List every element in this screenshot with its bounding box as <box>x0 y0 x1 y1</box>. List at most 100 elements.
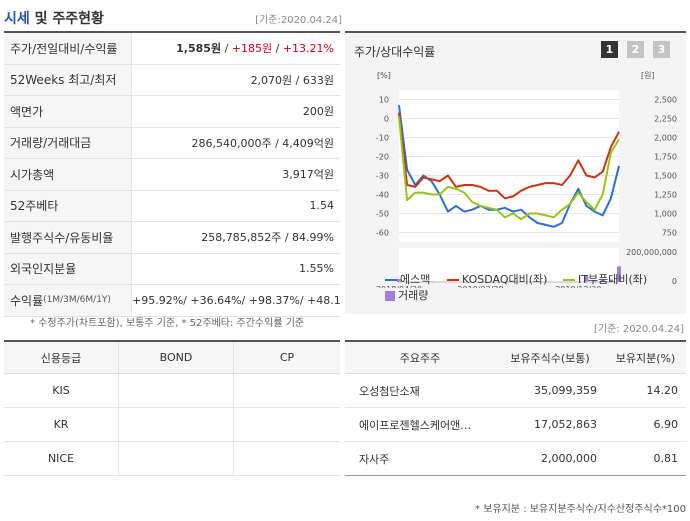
left-axis-unit: [%] <box>377 71 391 80</box>
quote-row-52weeks: 52Weeks 최고/최저 2,070원 / 633원 <box>4 64 340 96</box>
volume-area <box>399 248 619 282</box>
cp-rating <box>233 373 340 408</box>
right-tick-label: 1,000 <box>654 210 677 219</box>
quote-label: 발행주식수/유동비율 <box>4 222 132 253</box>
holder-pct: 14.20 <box>605 373 686 408</box>
table-row: 오성첨단소재 35,099,359 14.20 <box>345 373 686 408</box>
volume-tick-label: 0 <box>672 277 677 286</box>
quote-label: 거래량/거래대금 <box>4 127 132 158</box>
price-relative-return-chart: [%] [원] 10 0 -10 -20 -30 -40 -50 -60 2,500 2,250 2,0… <box>376 71 677 288</box>
quote-row-par-value: 액면가 200원 <box>4 96 340 128</box>
table-row: 자사주 2,000,000 0.81 <box>345 441 686 476</box>
quote-value: 200원 <box>302 105 334 119</box>
legend-swatch <box>385 291 395 301</box>
table-row: KIS <box>4 373 340 408</box>
credit-header: CP <box>233 341 340 374</box>
credit-header: BOND <box>118 341 234 374</box>
holder-name: 오성첨단소재 <box>345 373 495 408</box>
cp-rating <box>233 407 340 442</box>
left-tick-label: 10 <box>379 96 389 105</box>
quote-label: 52주베타 <box>4 190 132 221</box>
legend-swatch <box>385 279 397 281</box>
holders-header: 보유주식수(보통) <box>495 341 605 374</box>
table-row: NICE <box>4 441 340 476</box>
holder-name: 자사주 <box>345 441 495 476</box>
quote-value: 286,540,000주 / 4,409억원 <box>191 136 334 150</box>
legend-kosdaq: KOSDAQ대비(좌) <box>447 271 547 287</box>
price-change-rate: +13.21% <box>282 42 334 56</box>
right-axis-unit: [원] <box>641 71 655 80</box>
holders-footnote: * 보유지분 : 보유지분주식수/지수산정주식수*100 <box>475 504 686 515</box>
quote-row-volume: 거래량/거래대금 286,540,000주 / 4,409억원 <box>4 127 340 159</box>
volume-bar <box>600 279 605 282</box>
chart-page-3-button[interactable]: 3 <box>653 41 670 58</box>
price-change: +185원 <box>231 42 273 56</box>
legend-swatch <box>447 279 459 281</box>
volume-bar <box>592 280 597 282</box>
left-tick-label: -20 <box>376 153 389 162</box>
chart-panel: 주가/상대수익률 1 2 3 [%] [원] 10 0 -10 -20 -30 -40 -50 -… <box>345 31 686 314</box>
quote-value: 3,917억원 <box>282 168 334 182</box>
volume-bar <box>397 278 401 282</box>
quote-label: 52Weeks 최고/최저 <box>4 64 132 95</box>
holders-header: 주요주주 <box>345 341 495 374</box>
legend-escmac: 에스맥 <box>385 271 430 287</box>
quote-footnote: * 수정주가(차트포함), 보통주 기준, * 52주베타: 주간수익률 기준 <box>30 318 305 329</box>
holder-pct: 0.81 <box>605 441 686 476</box>
right-tick-label: 1,250 <box>654 191 677 200</box>
left-tick-label: -10 <box>376 134 389 143</box>
quote-row-foreign: 외국인지분율 1.55% <box>4 253 340 285</box>
left-tick-label: 0 <box>384 115 389 124</box>
holder-name: 에이프로젠헬스케어앤… <box>345 407 495 442</box>
quote-row-beta: 52주베타 1.54 <box>4 190 340 222</box>
volume-bar <box>584 276 589 282</box>
quote-row-shares: 발행주식수/유동비율 258,785,852주 / 84.99% <box>4 222 340 254</box>
quote-row-market-cap: 시가총액 3,917억원 <box>4 159 340 191</box>
volume-tick-label: 200,000,000 <box>626 248 677 257</box>
cp-rating <box>233 441 340 476</box>
holder-shares: 17,052,863 <box>495 407 605 442</box>
x-tick-label: 2018/04/30 <box>376 285 422 288</box>
holder-shares: 35,099,359 <box>495 373 605 408</box>
rating-agency: KIS <box>4 373 119 408</box>
left-tick-label: -50 <box>376 210 389 219</box>
table-row: 에이프로젠헬스케어앤… 17,052,863 6.90 <box>345 407 686 442</box>
holder-shares: 2,000,000 <box>495 441 605 476</box>
chart-page-1-button[interactable]: 1 <box>601 41 618 58</box>
quote-label: 외국인지분율 <box>4 253 132 284</box>
chart-page-2-button[interactable]: 2 <box>627 41 644 58</box>
credit-rating-table: 신용등급 BOND CP KIS KR NICE <box>4 340 340 476</box>
series-line-2 <box>398 112 620 200</box>
quote-row-price: 주가/전일대비/수익률 1,585원 / +185원 / +13.21% <box>4 33 340 65</box>
quote-value: 2,070원 / 633원 <box>250 73 334 87</box>
quote-label: 시가총액 <box>4 159 132 190</box>
right-tick-label: 2,250 <box>654 115 677 124</box>
page-title: 시세 및 주주현황 <box>4 11 104 27</box>
left-tick-label: -30 <box>376 172 389 181</box>
holders-basis-date: [기준: 2020.04.24] <box>593 324 684 335</box>
quote-basis-date: [기준:2020.04.24] <box>255 15 342 26</box>
legend-swatch <box>563 279 575 281</box>
returns-value: +95.92%/ +36.64%/ +98.37%/ +48.13% <box>132 293 340 307</box>
legend-it: IT부품대비(좌) <box>563 271 647 287</box>
plot-area <box>399 90 619 242</box>
right-tick-label: 1,500 <box>654 172 677 181</box>
major-shareholders-table: 주요주주 보유주식수(보통) 보유지분(%) 오성첨단소재 35,099,359… <box>345 340 686 476</box>
volume-bar <box>617 266 621 282</box>
x-tick-label: 2019/12/30 <box>555 285 601 288</box>
quote-row-returns: 수익률 (1M/3M/6M/1Y) +95.92%/ +36.64%/ +98.3… <box>4 285 340 317</box>
quote-value: 1.54 <box>309 199 335 213</box>
quote-value: 258,785,852주 / 84.99% <box>201 231 334 245</box>
chart-title: 주가/상대수익률 <box>354 45 436 59</box>
right-tick-label: 2,500 <box>654 96 677 105</box>
rating-agency: NICE <box>4 441 119 476</box>
x-tick-label: 2019/02/28 <box>457 285 503 288</box>
right-tick-label: 1,750 <box>654 153 677 162</box>
rating-agency: KR <box>4 407 119 442</box>
holder-pct: 6.90 <box>605 407 686 442</box>
volume-bar <box>608 279 613 282</box>
bond-rating <box>118 407 234 442</box>
left-tick-label: -60 <box>376 229 389 238</box>
quote-label: 주가/전일대비/수익률 <box>4 33 132 64</box>
quote-value: 1.55% <box>299 262 334 276</box>
